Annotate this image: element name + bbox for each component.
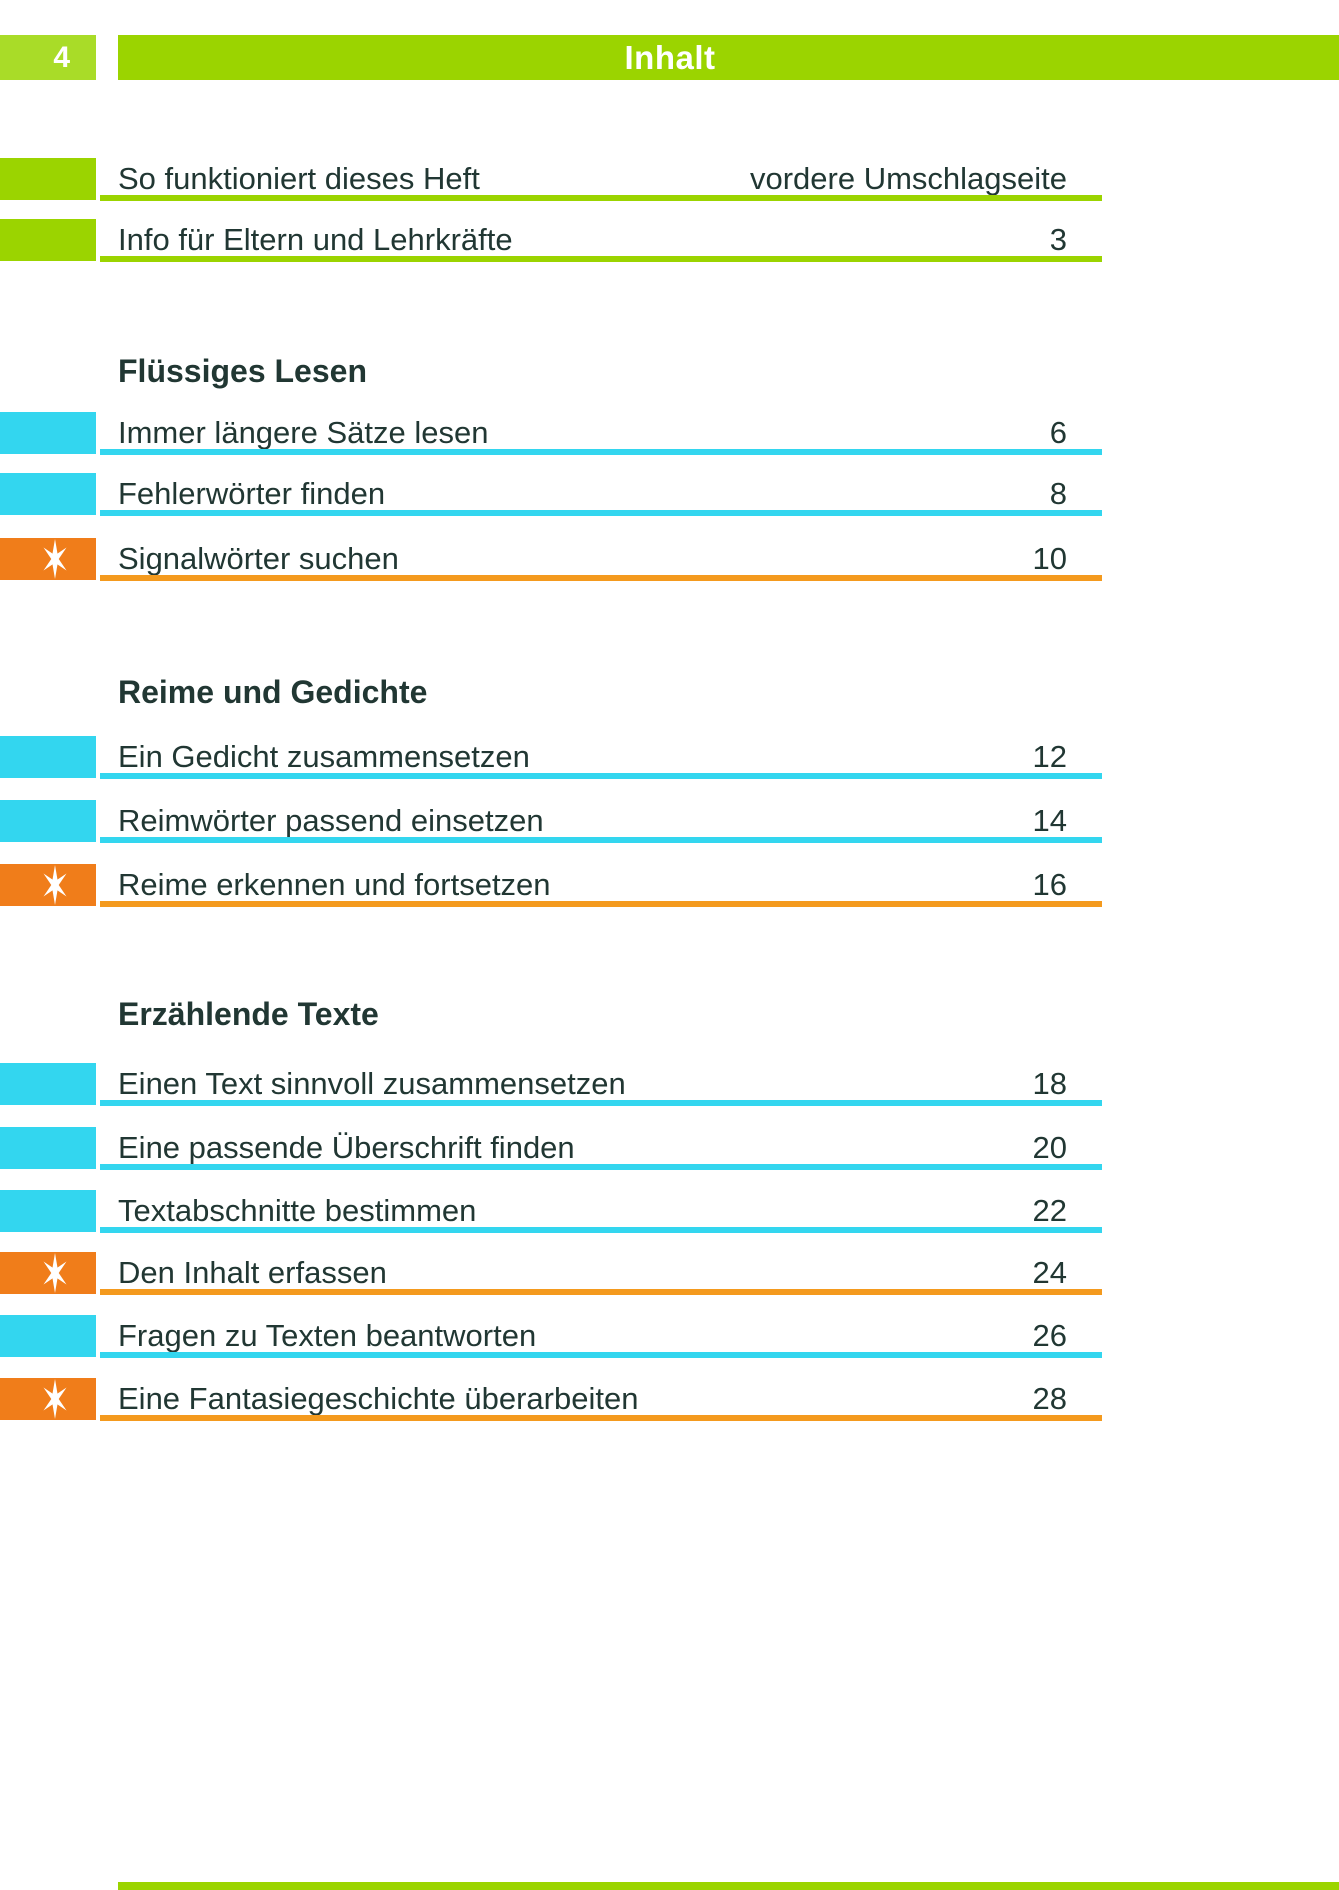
entry-color-block	[0, 473, 96, 515]
toc-entry-page: 14	[1032, 803, 1067, 838]
toc-entry-page: 6	[1049, 415, 1067, 450]
toc-entry: Fehlerwörter finden 8	[0, 473, 1339, 516]
toc-entry-label: Fragen zu Texten beantworten	[118, 1318, 537, 1353]
section-heading: Reime und Gedichte	[118, 674, 428, 710]
entry-color-block	[0, 1063, 96, 1105]
entry-underline	[100, 773, 1102, 779]
entry-underline	[100, 1227, 1102, 1233]
toc-entry: Einen Text sinnvoll zusammensetzen 18	[0, 1063, 1339, 1106]
toc-entry-label: Signalwörter suchen	[118, 541, 399, 576]
toc-entry: Den Inhalt erfassen 24	[0, 1252, 1339, 1295]
bottom-accent-bar	[118, 1882, 1339, 1890]
header-bar: Inhalt	[118, 35, 1339, 80]
toc-entry-page: 10	[1032, 541, 1067, 576]
toc-entry-page: 3	[1049, 222, 1067, 257]
entry-underline	[100, 1415, 1102, 1421]
toc-entry-page: 24	[1032, 1255, 1067, 1290]
toc-entry: Textabschnitte bestimmen 22	[0, 1190, 1339, 1233]
entry-underline	[100, 449, 1102, 455]
toc-entry-page: 16	[1032, 867, 1067, 902]
toc-entry-page: 28	[1032, 1381, 1067, 1416]
entry-underline	[100, 1100, 1102, 1106]
toc-entry-page: vordere Umschlagseite	[749, 161, 1067, 196]
entry-underline	[100, 1352, 1102, 1358]
entry-color-block	[0, 1252, 96, 1294]
star-icon	[43, 1379, 67, 1419]
entry-underline	[100, 901, 1102, 907]
toc-entry-label: Eine passende Überschrift finden	[118, 1130, 575, 1165]
entry-underline	[100, 1164, 1102, 1170]
toc-entry: Info für Eltern und Lehrkräfte 3	[0, 219, 1339, 262]
toc-entry: Immer längere Sätze lesen 6	[0, 412, 1339, 455]
section-heading: Flüssiges Lesen	[118, 353, 367, 389]
toc-entry: Eine passende Überschrift finden 20	[0, 1127, 1339, 1170]
entry-color-block	[0, 1190, 96, 1232]
entry-color-block	[0, 864, 96, 906]
star-icon	[43, 865, 67, 905]
toc-entry-page: 22	[1032, 1193, 1067, 1228]
entry-color-block	[0, 412, 96, 454]
toc-entry: Fragen zu Texten beantworten 26	[0, 1315, 1339, 1358]
toc-entry-label: So funktioniert dieses Heft	[118, 161, 480, 196]
toc-entry: Eine Fantasiegeschichte überarbeiten 28	[0, 1378, 1339, 1421]
entry-color-block	[0, 800, 96, 842]
toc-entry-label: Eine Fantasiegeschichte überarbeiten	[118, 1381, 639, 1416]
toc-entry-label: Den Inhalt erfassen	[118, 1255, 387, 1290]
toc-entry-page: 20	[1032, 1130, 1067, 1165]
toc-entry-label: Immer längere Sätze lesen	[118, 415, 489, 450]
toc-entry: Signalwörter suchen 10	[0, 538, 1339, 581]
entry-color-block	[0, 1127, 96, 1169]
toc-entry-label: Einen Text sinnvoll zusammensetzen	[118, 1066, 626, 1101]
toc-entry-label: Ein Gedicht zusammensetzen	[118, 739, 530, 774]
toc-entry-label: Info für Eltern und Lehrkräfte	[118, 222, 513, 257]
toc-entry: Reimwörter passend einsetzen 14	[0, 800, 1339, 843]
toc-entry: So funktioniert dieses Heft vordere Umsc…	[0, 158, 1339, 201]
entry-underline	[100, 1289, 1102, 1295]
star-icon	[43, 539, 67, 579]
section-heading: Erzählende Texte	[118, 996, 379, 1032]
toc-entry-page: 12	[1032, 739, 1067, 774]
entry-color-block	[0, 538, 96, 580]
toc-entry-label: Textabschnitte bestimmen	[118, 1193, 477, 1228]
star-icon	[43, 1253, 67, 1293]
entry-underline	[100, 837, 1102, 843]
page-number: 4	[53, 40, 70, 74]
entry-color-block	[0, 219, 96, 261]
entry-color-block	[0, 158, 96, 200]
toc-entry: Reime erkennen und fortsetzen 16	[0, 864, 1339, 907]
entry-underline	[100, 510, 1102, 516]
entry-underline	[100, 256, 1102, 262]
entry-underline	[100, 575, 1102, 581]
toc-entry: Ein Gedicht zusammensetzen 12	[0, 736, 1339, 779]
toc-entry-page: 18	[1032, 1066, 1067, 1101]
toc-entry-label: Fehlerwörter finden	[118, 476, 386, 511]
toc-entry-page: 26	[1032, 1318, 1067, 1353]
entry-color-block	[0, 736, 96, 778]
toc-entry-label: Reime erkennen und fortsetzen	[118, 867, 551, 902]
page-title: Inhalt	[624, 38, 716, 76]
entry-color-block	[0, 1315, 96, 1357]
toc-entry-page: 8	[1049, 476, 1067, 511]
page-number-badge: 4	[0, 35, 96, 80]
entry-color-block	[0, 1378, 96, 1420]
entry-underline	[100, 195, 1102, 201]
toc-entry-label: Reimwörter passend einsetzen	[118, 803, 544, 838]
